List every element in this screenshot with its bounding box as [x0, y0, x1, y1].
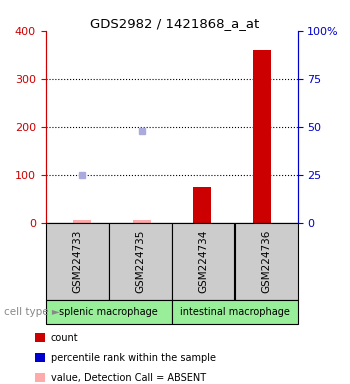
Bar: [252, 50, 271, 223]
Text: value, Detection Call = ABSENT: value, Detection Call = ABSENT: [51, 373, 206, 383]
Text: GDS2982 / 1421868_a_at: GDS2982 / 1421868_a_at: [90, 17, 260, 30]
Bar: [193, 187, 210, 223]
Text: GSM224736: GSM224736: [261, 229, 271, 293]
Text: count: count: [51, 333, 78, 343]
Text: GSM224735: GSM224735: [135, 229, 145, 293]
Bar: [133, 220, 150, 223]
Text: percentile rank within the sample: percentile rank within the sample: [51, 353, 216, 363]
Text: GSM224734: GSM224734: [198, 229, 208, 293]
Text: cell type ►: cell type ►: [4, 307, 60, 317]
Text: intestinal macrophage: intestinal macrophage: [180, 307, 289, 317]
Text: GSM224733: GSM224733: [72, 229, 82, 293]
Bar: [72, 220, 91, 223]
Text: splenic macrophage: splenic macrophage: [59, 307, 158, 317]
